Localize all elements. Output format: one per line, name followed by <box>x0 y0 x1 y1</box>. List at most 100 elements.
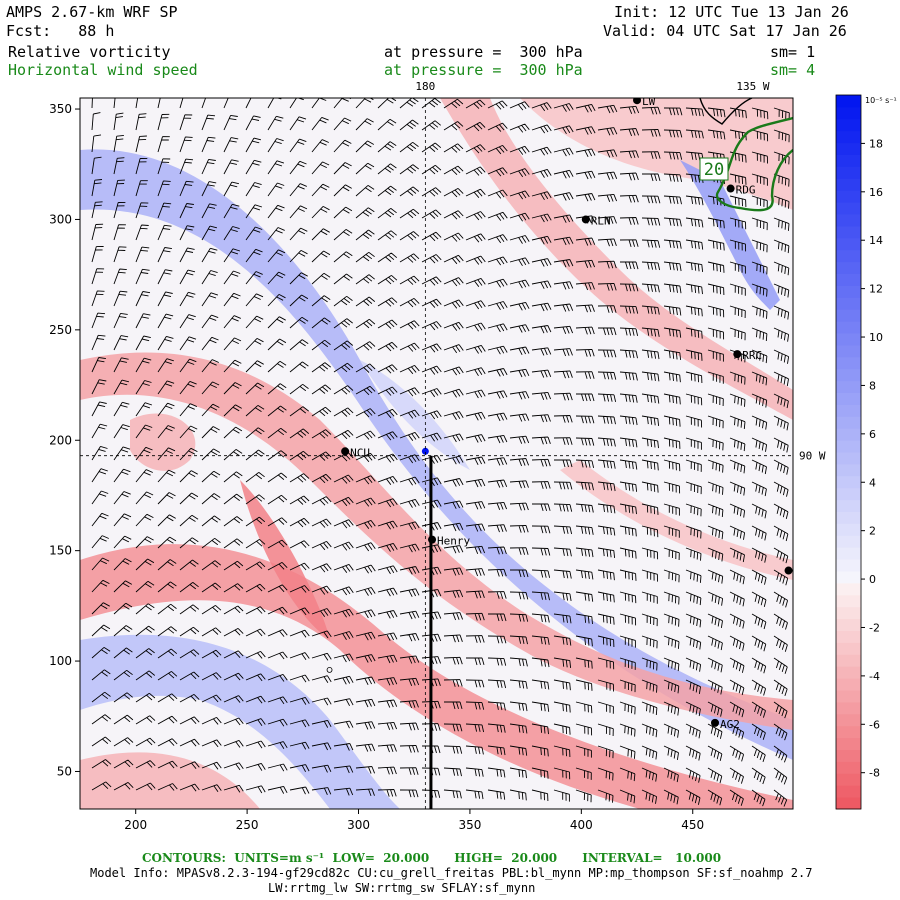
wind-barb-456 <box>399 275 420 285</box>
wind-barb-137 <box>179 291 196 307</box>
wind-barb-729 <box>575 657 593 669</box>
wind-barb-766 <box>597 767 614 781</box>
wind-barb-619 <box>509 346 530 356</box>
wind-barb-774 <box>619 239 639 248</box>
wind-barb-415 <box>355 788 375 797</box>
wind-barb-674 <box>553 147 574 157</box>
wind-barb-589 <box>487 390 508 399</box>
wind-barb-433 <box>377 475 398 485</box>
wind-barb-920 <box>707 635 723 651</box>
wind-barb-490 <box>421 321 442 331</box>
wind-barb-942 <box>729 415 746 429</box>
wind-barb-982 <box>751 591 767 608</box>
wind-barb-588 <box>487 368 508 377</box>
wind-barb-908 <box>707 371 724 384</box>
wind-barb-585 <box>487 301 508 310</box>
wind-barb-426 <box>377 319 398 329</box>
wind-barb-1012 <box>773 547 789 564</box>
wind-barb-277 <box>267 562 288 571</box>
wind-barb-879 <box>685 437 702 450</box>
colorbar-label-0: 0 <box>869 573 876 586</box>
wind-barb-122 <box>157 671 178 681</box>
wind-barb-68 <box>135 180 148 197</box>
wind-barb-101 <box>157 202 172 219</box>
wind-barb-805 <box>641 217 661 226</box>
wind-barb-776 <box>619 283 639 292</box>
colorbar-segment-11 <box>836 666 861 679</box>
wind-barb-288 <box>289 98 304 109</box>
wind-barb-782 <box>619 415 638 426</box>
wind-barb-343 <box>311 608 332 618</box>
wind-barb-256 <box>267 98 282 109</box>
wind-barb-863 <box>663 789 679 805</box>
wind-barb-214 <box>223 583 244 593</box>
wind-barb-792 <box>619 635 636 648</box>
wind-barb-38 <box>113 224 126 241</box>
wind-barb-274 <box>267 494 288 505</box>
contour-label-box <box>699 157 729 181</box>
station-label-ncu: NCU <box>350 446 370 459</box>
wind-barb-703 <box>553 789 570 802</box>
wind-barb-79 <box>135 424 153 439</box>
wind-barb-128 <box>179 98 184 109</box>
wind-barb-314 <box>289 674 310 683</box>
wind-barb-892 <box>685 723 701 739</box>
wind-barb-449 <box>399 119 419 131</box>
wind-barb-824 <box>641 635 658 649</box>
wind-barb-69 <box>135 202 149 219</box>
wind-barb-548 <box>465 188 486 198</box>
wind-barb-583 <box>487 256 508 266</box>
wind-barb-149 <box>179 559 199 571</box>
wind-barb-322 <box>311 139 329 153</box>
wind-barb-326 <box>311 228 330 241</box>
wind-barb-1022 <box>773 767 788 785</box>
wind-barb-307 <box>289 517 310 528</box>
wind-barb-842 <box>663 327 682 338</box>
wind-barb-25 <box>91 647 111 659</box>
wind-barb-196 <box>223 181 239 197</box>
wind-barb-482 <box>421 142 442 153</box>
y-tick-label-350: 350 <box>49 102 72 116</box>
wind-barb-814 <box>641 415 660 426</box>
wind-barb-4 <box>91 179 103 197</box>
wind-barb-710 <box>575 237 596 246</box>
wind-barb-643 <box>531 168 552 178</box>
wind-barb-880 <box>685 459 702 472</box>
wind-barb-164 <box>201 181 217 197</box>
wind-barb-454 <box>399 231 420 241</box>
wind-barb-993 <box>773 129 790 143</box>
wind-barb-447 <box>377 789 397 797</box>
wind-barb-444 <box>377 721 398 730</box>
wind-barb-702 <box>553 767 571 780</box>
wind-barb-951 <box>729 613 745 629</box>
y-tick-label-50: 50 <box>57 764 72 778</box>
wind-barb-245 <box>245 561 266 571</box>
wind-barb-624 <box>509 458 530 467</box>
wind-barb-402 <box>355 497 376 507</box>
wind-barb-82 <box>135 491 154 505</box>
wind-barb-748 <box>597 371 617 380</box>
wind-barb-70 <box>135 224 149 241</box>
wind-barb-980 <box>751 547 767 563</box>
wind-barb-495 <box>421 432 442 442</box>
wind-barb-253 <box>245 740 266 749</box>
wind-barb-727 <box>575 613 593 625</box>
station-label-lw: LW <box>642 95 656 108</box>
wind-barb-12 <box>91 357 106 373</box>
positive-max-spot <box>421 447 429 455</box>
wind-barb-950 <box>729 591 745 607</box>
wind-barb-30 <box>91 759 112 769</box>
wind-barb-998 <box>773 239 790 254</box>
wind-barb-331 <box>311 339 331 351</box>
wind-barb-813 <box>641 393 660 404</box>
wind-barb-533 <box>443 567 464 576</box>
wind-barb-474 <box>399 677 420 686</box>
colorbar-segment-3 <box>836 761 861 774</box>
wind-barb-706 <box>575 148 596 158</box>
wind-barb-96 <box>157 98 161 109</box>
wind-barb-451 <box>399 164 419 175</box>
colorbar-label--2: -2 <box>869 621 880 634</box>
wind-barb-775 <box>620 261 639 270</box>
wind-barb-333 <box>311 384 332 395</box>
negative-band-north <box>440 98 793 420</box>
